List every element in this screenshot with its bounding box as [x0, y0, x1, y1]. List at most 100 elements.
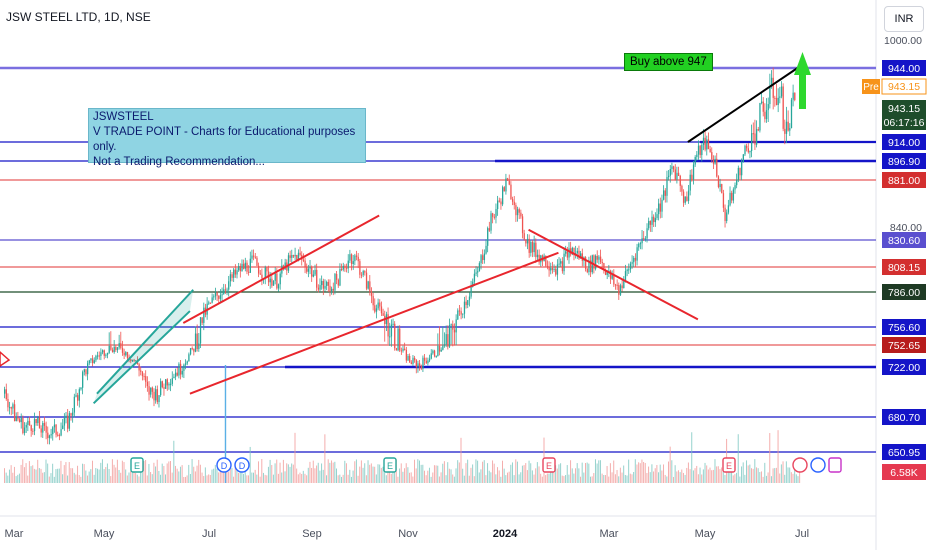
candle-body: [523, 233, 525, 240]
volume-bar: [10, 465, 12, 483]
candle-body: [536, 254, 539, 258]
volume-bar: [697, 474, 699, 483]
candle-body: [68, 413, 71, 429]
volume-bar: [407, 467, 409, 483]
candle-body: [472, 281, 474, 288]
volume-bar: [267, 466, 269, 483]
candle-body: [656, 214, 658, 219]
volume-bar: [355, 459, 357, 483]
volume-bar: [755, 467, 757, 483]
currency-button[interactable]: INR: [884, 6, 924, 32]
volume-bar: [120, 472, 122, 483]
volume-bar: [717, 466, 719, 483]
volume-bar: [775, 467, 777, 483]
volume-bar: [113, 464, 115, 483]
volume-bar: [170, 461, 171, 483]
volume-bar: [163, 466, 165, 483]
candle-body: [453, 329, 456, 333]
volume-bar: [48, 476, 50, 483]
candle-body: [85, 369, 87, 375]
volume-bar: [467, 459, 469, 483]
candle-body: [360, 274, 363, 276]
event-split-icon: [792, 457, 808, 473]
volume-bar: [256, 474, 258, 483]
volume-bar: [511, 462, 513, 483]
volume-bar: [619, 467, 621, 483]
candle-body: [505, 178, 507, 192]
candle-body: [317, 287, 320, 290]
volume-bar: [785, 461, 787, 483]
candle-body: [75, 395, 77, 397]
candle-body: [306, 267, 308, 272]
candle-body: [213, 296, 215, 298]
event-label: E: [546, 461, 552, 471]
price-badge-label: 6.58K: [890, 467, 917, 479]
volume-bar: [359, 466, 361, 483]
candle-body: [545, 255, 547, 266]
volume-bar: [580, 476, 582, 483]
candle-body: [706, 139, 708, 150]
volume-bar: [633, 471, 635, 483]
candle-body: [138, 364, 140, 371]
volume-bar: [644, 462, 646, 483]
volume-bar: [757, 468, 759, 483]
volume-bar: [95, 468, 97, 483]
candle-body: [329, 285, 331, 292]
volume-bar: [663, 464, 665, 483]
volume-bar: [236, 459, 238, 483]
candle-body: [513, 201, 515, 206]
candle-body: [355, 255, 358, 257]
candle-body: [681, 185, 683, 192]
volume-bar: [611, 472, 613, 483]
candle-body: [649, 220, 652, 225]
candle-body: [719, 184, 721, 188]
candle-body: [535, 242, 537, 258]
candle-body: [492, 213, 494, 217]
volume-bar: [661, 470, 663, 483]
volume-bar: [208, 474, 210, 483]
volume-bar: [272, 474, 274, 483]
volume-bar: [485, 475, 487, 483]
volume-bar: [721, 467, 723, 483]
price-badge: [882, 100, 926, 130]
candle-body: [332, 288, 334, 291]
candle-body: [455, 319, 457, 333]
candle-body: [578, 250, 580, 259]
volume-bar: [732, 475, 734, 483]
candle-body: [379, 302, 381, 307]
candle-body: [62, 425, 64, 430]
volume-bar: [108, 469, 110, 483]
event-label: E: [387, 461, 393, 471]
volume-bar: [561, 475, 563, 483]
volume-bar: [741, 466, 743, 483]
candle-body: [319, 285, 321, 290]
volume-bar: [73, 472, 75, 483]
volume-bar: [70, 468, 72, 483]
candle-body: [741, 161, 743, 176]
candle-body: [208, 302, 210, 304]
candle-body: [183, 364, 185, 371]
candle-body: [770, 77, 773, 87]
volume-bar: [342, 474, 344, 483]
volume-bar: [337, 475, 339, 483]
candle-body: [340, 269, 343, 271]
candle-body: [450, 324, 452, 326]
candle-body: [120, 343, 122, 348]
volume-bar: [465, 463, 467, 483]
volume-bar: [790, 472, 792, 483]
candle-body: [792, 92, 794, 100]
candle-body: [336, 273, 338, 280]
volume-bar: [423, 470, 425, 483]
volume-bar: [460, 437, 462, 483]
volume-bar: [573, 473, 575, 483]
volume-bar: [389, 465, 391, 483]
candle-body: [236, 270, 238, 275]
volume-bar: [598, 460, 600, 483]
candle-body: [103, 350, 105, 356]
volume-bar: [67, 475, 69, 483]
candle-body: [289, 255, 291, 258]
volume-bar: [77, 465, 79, 483]
volume-bar: [362, 467, 364, 483]
volume-bar: [711, 470, 713, 483]
